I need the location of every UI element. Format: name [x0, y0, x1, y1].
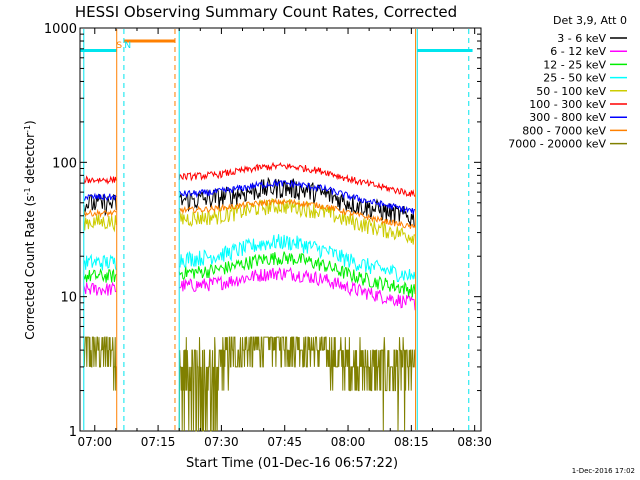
legend-entry-label: 100 - 300 keV — [529, 98, 606, 111]
footer-date: 1-Dec-2016 17:02 — [572, 467, 635, 475]
x-tick-label: 08:30 — [457, 435, 492, 449]
series-line — [178, 336, 416, 432]
legend-title: Det 3,9, Att 0 — [553, 14, 627, 27]
x-tick-label: 07:00 — [77, 435, 112, 449]
y-tick-label: 100 — [52, 156, 77, 171]
series-line — [178, 161, 416, 197]
chart-title: HESSI Observing Summary Count Rates, Cor… — [75, 3, 457, 21]
legend-entry-label: 3 - 6 keV — [557, 32, 606, 45]
legend-entry-label: 25 - 50 keV — [543, 72, 606, 85]
x-tick-label: 08:00 — [331, 435, 366, 449]
series-line — [83, 253, 117, 271]
series-line — [179, 234, 416, 282]
annotation-label: N — [124, 41, 131, 51]
series-line — [83, 281, 117, 296]
axis-ticks: 07:00 07:15 07:30 07:45 08:00 08:15 08:30 1 10 10… — [44, 22, 492, 449]
legend-entry-label: 12 - 25 keV — [543, 58, 606, 71]
x-tick-label: 07:15 — [141, 435, 176, 449]
series-line — [83, 175, 117, 185]
legend-entry-label: 50 - 100 keV — [536, 85, 606, 98]
x-axis-label: Start Time (01-Dec-16 06:57:22) — [186, 456, 398, 471]
series-line — [83, 208, 117, 219]
series-line — [83, 268, 117, 283]
y-tick-label: 10 — [60, 291, 77, 306]
x-tick-label: 07:30 — [204, 435, 239, 449]
x-tick-label: 08:15 — [394, 435, 429, 449]
y-tick-label: 1 — [69, 425, 77, 440]
series-line — [178, 198, 416, 245]
legend-entry-label: 800 - 7000 keV — [522, 124, 606, 137]
y-tick-label: 1000 — [44, 22, 77, 37]
series-line — [178, 266, 416, 311]
series-line — [178, 179, 416, 215]
x-tick-label: 07:45 — [267, 435, 302, 449]
legend-entry-label: 300 - 800 keV — [529, 111, 606, 124]
series-line — [83, 192, 117, 201]
legend-entry-label: 7000 - 20000 keV — [508, 138, 606, 151]
series-line — [83, 214, 117, 233]
data-layer — [80, 39, 473, 432]
plot-area — [79, 27, 482, 432]
series-line — [179, 197, 416, 229]
series-line — [83, 336, 117, 391]
y-axis-label: Corrected Count Rate (s-1 detector-1) — [23, 120, 38, 339]
series-line — [179, 176, 416, 228]
series-line — [178, 251, 416, 298]
annotation-label: S — [116, 41, 122, 51]
legend-entry-label: 6 - 12 keV — [550, 45, 606, 58]
plot-frame — [79, 27, 482, 432]
